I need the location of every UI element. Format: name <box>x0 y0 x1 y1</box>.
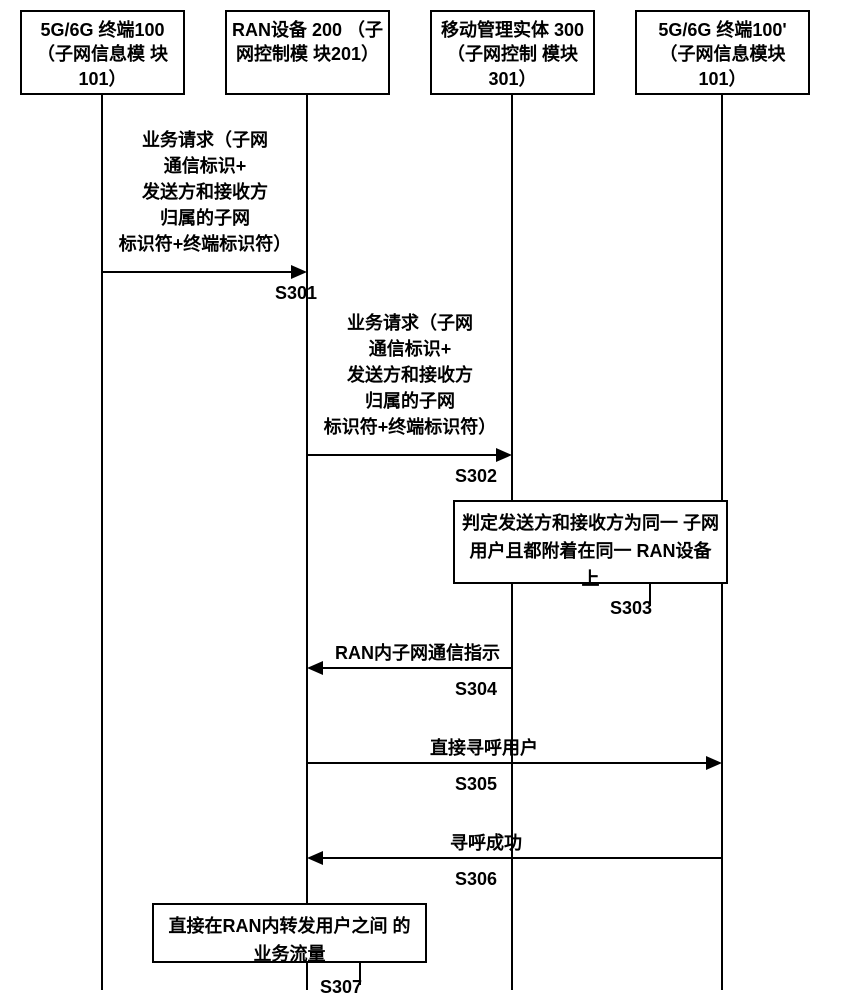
msg-label-s302: 业务请求（子网 通信标识+ 发送方和接收方 归属的子网 标识符+终端标识符） <box>305 310 515 440</box>
step-s305: S305 <box>455 774 497 795</box>
step-s307: S307 <box>320 977 362 998</box>
arrow-s304 <box>323 667 512 669</box>
arrow-head-s304 <box>307 661 323 675</box>
msg-label-s304: RAN内子网通信指示 <box>335 640 515 666</box>
arrow-s301 <box>102 271 292 273</box>
step-s304: S304 <box>455 679 497 700</box>
step-s306: S306 <box>455 869 497 890</box>
sequence-diagram: 5G/6G 终端100 （子网信息模 块101） RAN设备 200 （子网控制… <box>0 0 845 1000</box>
participant-terminal-100p: 5G/6G 终端100' （子网信息模块 101） <box>635 10 810 95</box>
participant-mme-300: 移动管理实体 300（子网控制 模块301） <box>430 10 595 95</box>
note-s307: 直接在RAN内转发用户之间 的业务流量 <box>152 903 427 963</box>
arrow-s302 <box>307 454 497 456</box>
msg-label-s306: 寻呼成功 <box>450 830 570 856</box>
arrow-s305 <box>307 762 707 764</box>
arrow-s306 <box>323 857 722 859</box>
step-s302: S302 <box>455 466 497 487</box>
note-s303: 判定发送方和接收方为同一 子网用户且都附着在同一 RAN设备上 <box>453 500 728 584</box>
participant-ran-200: RAN设备 200 （子网控制模 块201） <box>225 10 390 95</box>
step-s301: S301 <box>275 283 317 304</box>
step-s303: S303 <box>610 598 652 619</box>
arrow-head-s306 <box>307 851 323 865</box>
arrow-head-s302 <box>496 448 512 462</box>
participant-terminal-100: 5G/6G 终端100 （子网信息模 块101） <box>20 10 185 95</box>
arrow-head-s305 <box>706 756 722 770</box>
msg-label-s305: 直接寻呼用户 <box>430 735 590 761</box>
msg-label-s301: 业务请求（子网 通信标识+ 发送方和接收方 归属的子网 标识符+终端标识符） <box>100 127 310 257</box>
arrow-head-s301 <box>291 265 307 279</box>
